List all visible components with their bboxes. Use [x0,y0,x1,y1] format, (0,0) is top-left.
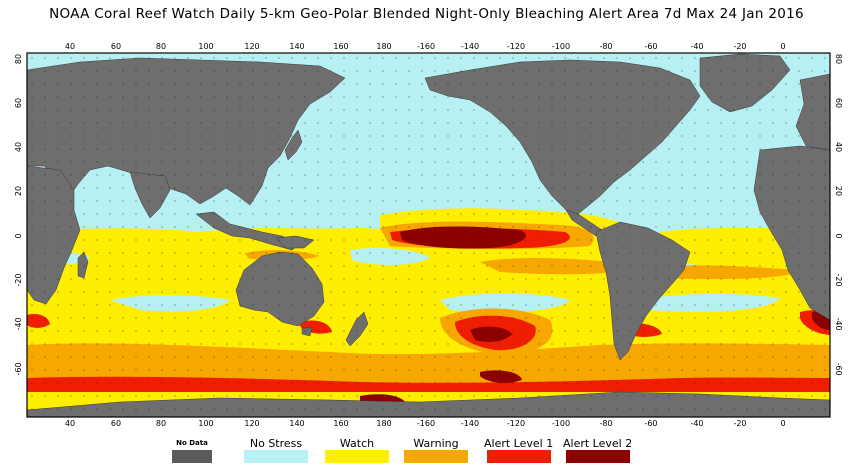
lon-tick-label: 40 [65,419,75,428]
lon-tick-label: -140 [461,42,479,51]
lon-tick-label: -40 [690,419,703,428]
lon-tick-label: 60 [111,42,121,51]
lon-tick-label: 140 [289,42,304,51]
lat-tick-label: -20 [14,273,23,286]
lat-tick-label: 0 [14,233,23,238]
lon-tick-label: 80 [156,419,166,428]
lon-tick-label: 100 [198,42,213,51]
lon-tick-label: 0 [780,419,785,428]
lon-tick-label: 120 [244,419,259,428]
lat-tick-label: 20 [834,186,843,196]
lon-tick-label: 140 [289,419,304,428]
lat-tick-label: -40 [14,317,23,330]
map-title: NOAA Coral Reef Watch Daily 5-km Geo-Pol… [49,6,804,22]
lon-tick-label: -100 [552,419,570,428]
lon-ticks-top: 40 60 80 100 120 140 160 180 -160 -140 -… [65,42,786,51]
lat-tick-label: 40 [14,142,23,152]
lat-tick-label: 20 [14,186,23,196]
lon-tick-label: 0 [780,42,785,51]
lon-tick-label: 180 [376,419,391,428]
lon-tick-label: 80 [156,42,166,51]
lon-tick-label: -40 [690,42,703,51]
lon-tick-label: 180 [376,42,391,51]
lat-tick-label: -60 [14,362,23,375]
lon-tick-label: -80 [599,419,612,428]
lat-tick-label: 0 [834,233,843,238]
lat-tick-label: 80 [834,54,843,64]
lon-tick-label: 60 [111,419,121,428]
lon-tick-label: -60 [644,419,657,428]
lat-tick-label: -20 [834,273,843,286]
lon-tick-label: 160 [333,42,348,51]
lat-ticks-right: 80 60 40 20 0 -20 -40 -60 [834,54,843,376]
lon-tick-label: 120 [244,42,259,51]
lon-tick-label: -60 [644,42,657,51]
lon-tick-label: -160 [417,419,435,428]
lat-tick-label: 60 [14,98,23,108]
lat-tick-label: 60 [834,98,843,108]
lat-tick-label: 80 [14,54,23,64]
lon-tick-label: 100 [198,419,213,428]
lon-tick-label: -80 [599,42,612,51]
map-frame [26,52,831,418]
graticule [27,53,830,417]
lon-tick-label: -120 [507,42,525,51]
lat-tick-label: -60 [834,362,843,375]
lon-tick-label: -120 [507,419,525,428]
lon-tick-label: 40 [65,42,75,51]
lon-tick-label: 160 [333,419,348,428]
lon-tick-label: -160 [417,42,435,51]
lon-tick-label: -20 [733,419,746,428]
lon-tick-label: -100 [552,42,570,51]
lat-tick-label: -40 [834,317,843,330]
lat-tick-label: 40 [834,142,843,152]
lon-tick-label: -140 [461,419,479,428]
lon-ticks-bottom: 40 60 80 100 120 140 160 180 -160 -140 -… [65,419,786,428]
lon-tick-label: -20 [733,42,746,51]
lat-ticks-left: 80 60 40 20 0 -20 -40 -60 [14,54,23,376]
